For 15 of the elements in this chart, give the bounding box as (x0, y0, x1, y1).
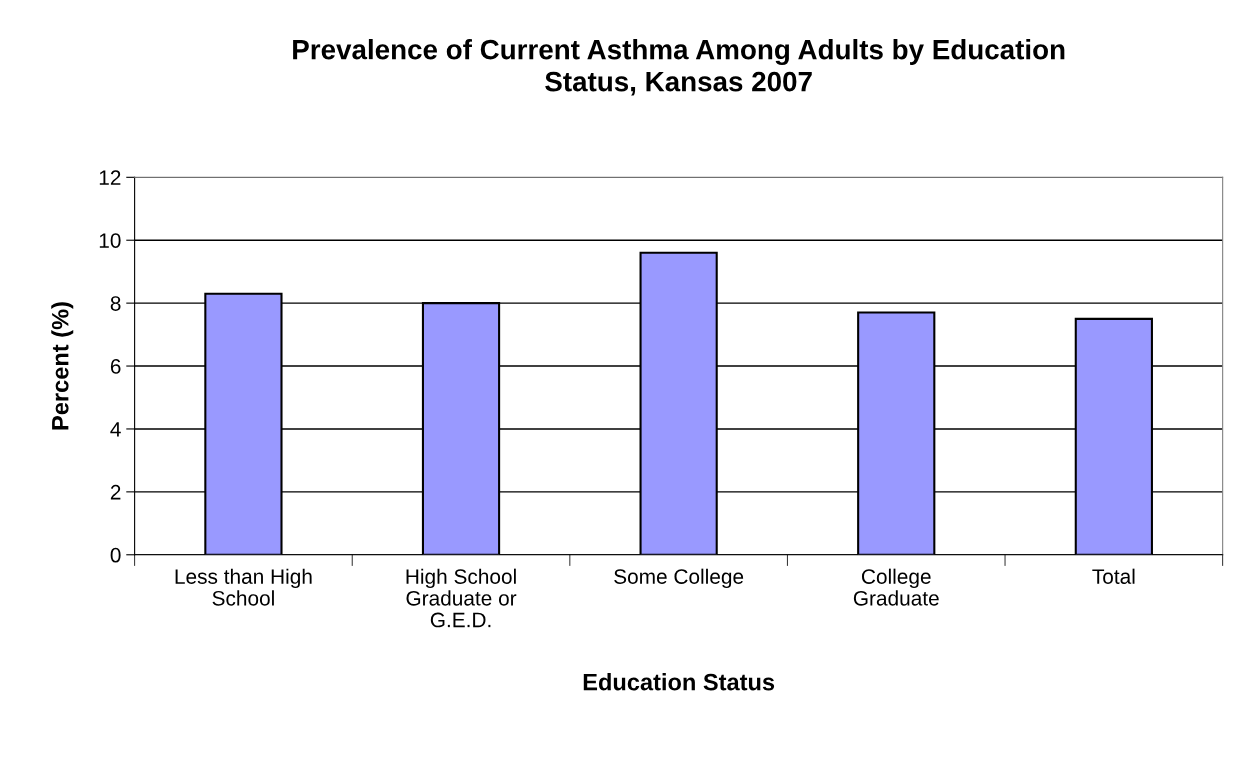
y-tick-label: 10 (99, 233, 121, 248)
y-axis-title: Percent (%) (51, 302, 74, 430)
y-tick-label: 4 (110, 422, 121, 437)
y-tick-label: 6 (110, 359, 121, 374)
y-tick-label: 8 (110, 296, 121, 311)
y-tick-label: 2 (110, 484, 121, 500)
x-tick-label: Less than High School (175, 568, 312, 606)
x-tick-label: Some College (614, 568, 744, 589)
y-tick-label: 12 (99, 170, 121, 185)
x-tick-label: High School Graduate or G.E.D. (406, 568, 517, 628)
x-tick-label: Total (1092, 568, 1135, 584)
x-axis-title: Education Status (583, 673, 775, 691)
y-tick-label: 0 (110, 547, 121, 563)
x-tick-label: College Graduate (853, 568, 939, 606)
chart-title: Prevalence of Current Asthma Among Adults by Education Status, Kansas 2007 (293, 39, 1065, 96)
